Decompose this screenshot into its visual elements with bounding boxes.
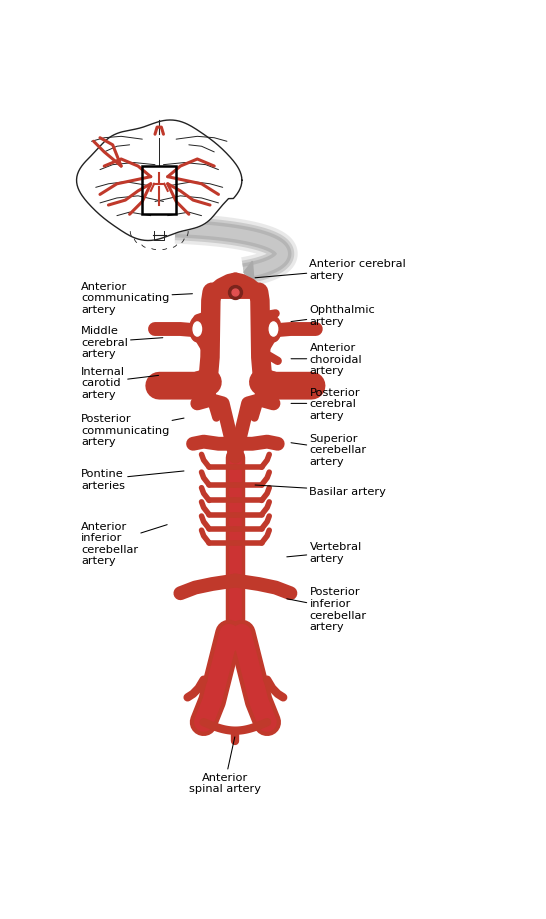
- Text: Anterior
choroidal
artery: Anterior choroidal artery: [291, 343, 362, 376]
- Circle shape: [269, 323, 278, 336]
- Text: Anterior
communicating
artery: Anterior communicating artery: [81, 281, 192, 314]
- Text: Pontine
arteries: Pontine arteries: [81, 469, 184, 491]
- Text: Posterior
communicating
artery: Posterior communicating artery: [81, 414, 184, 447]
- Text: Posterior
inferior
cerebellar
artery: Posterior inferior cerebellar artery: [287, 587, 366, 631]
- Text: Vertebral
artery: Vertebral artery: [287, 542, 361, 563]
- Text: Posterior
cerebral
artery: Posterior cerebral artery: [291, 388, 360, 421]
- Text: Anterior cerebral
artery: Anterior cerebral artery: [255, 259, 406, 280]
- Text: Anterior
spinal artery: Anterior spinal artery: [189, 737, 261, 793]
- Text: Anterior
inferior
cerebellar
artery: Anterior inferior cerebellar artery: [81, 521, 167, 566]
- Text: Middle
cerebral
artery: Middle cerebral artery: [81, 326, 163, 359]
- Polygon shape: [244, 262, 254, 280]
- Polygon shape: [76, 120, 242, 242]
- Circle shape: [266, 317, 281, 343]
- Text: Ophthalmic
artery: Ophthalmic artery: [291, 305, 375, 326]
- Circle shape: [189, 317, 205, 343]
- Text: Internal
carotid
artery: Internal carotid artery: [81, 366, 158, 399]
- Text: Superior
cerebellar
artery: Superior cerebellar artery: [291, 434, 366, 467]
- Bar: [143, 167, 176, 215]
- Text: Basilar artery: Basilar artery: [255, 485, 387, 496]
- Circle shape: [193, 323, 201, 336]
